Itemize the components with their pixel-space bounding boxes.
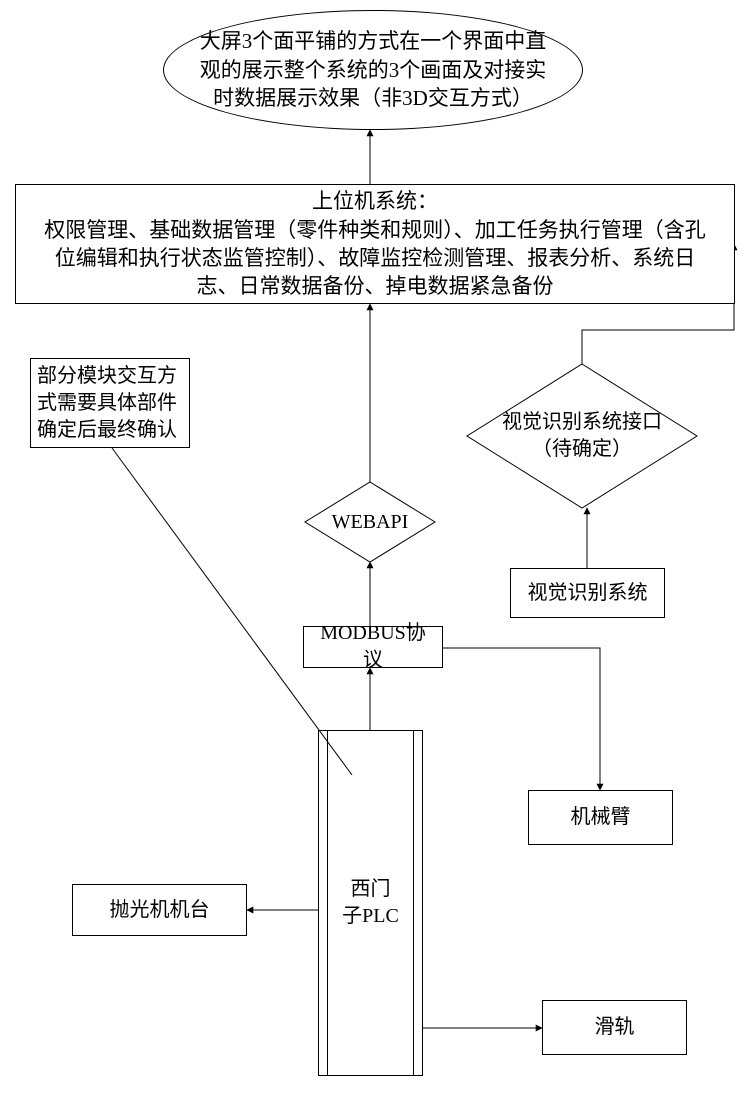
modbus-text: MODBUS协议 — [312, 620, 434, 674]
diagram-canvas: 大屏3个面平铺的方式在一个界面中直观的展示整个系统的3个画面及对接实时数据展示效… — [0, 0, 748, 1095]
modbus-node: MODBUS协议 — [303, 626, 443, 668]
vision-interface-label: 视觉识别系统接口 （待确定） — [480, 408, 684, 464]
host-body: 权限管理、基础数据管理（零件种类和规则）、加工任务执行管理（含孔位编辑和执行状态… — [36, 216, 714, 301]
plc-text-1: 西门 — [351, 876, 391, 903]
arm-text: 机械臂 — [571, 804, 631, 831]
plc-node: 西门 子PLC — [318, 730, 423, 1076]
note-text: 部分模块交互方式需要具体部件确定后最终确认 — [37, 363, 183, 444]
display-text: 大屏3个面平铺的方式在一个界面中直观的展示整个系统的3个画面及对接实时数据展示效… — [194, 27, 552, 112]
host-title: 上位机系统： — [312, 187, 438, 215]
webapi-diamond — [305, 482, 435, 562]
polish-text: 抛光机机台 — [110, 897, 210, 924]
edge-note-plc — [112, 448, 352, 775]
vision-system-text: 视觉识别系统 — [528, 580, 648, 607]
arm-node: 机械臂 — [528, 790, 673, 845]
host-system-node: 上位机系统： 权限管理、基础数据管理（零件种类和规则）、加工任务执行管理（含孔位… — [15, 184, 735, 304]
rail-text: 滑轨 — [595, 1014, 635, 1041]
polish-node: 抛光机机台 — [72, 884, 247, 936]
display-node: 大屏3个面平铺的方式在一个界面中直观的展示整个系统的3个画面及对接实时数据展示效… — [163, 10, 583, 130]
edge-modbus-arm — [443, 648, 600, 790]
webapi-label: WEBAPI — [305, 502, 435, 542]
plc-text-2: 子PLC — [342, 903, 399, 930]
vision-interface-diamond — [467, 364, 697, 508]
rail-node: 滑轨 — [542, 1000, 687, 1055]
note-node: 部分模块交互方式需要具体部件确定后最终确认 — [30, 358, 190, 448]
vision-system-node: 视觉识别系统 — [510, 568, 665, 618]
